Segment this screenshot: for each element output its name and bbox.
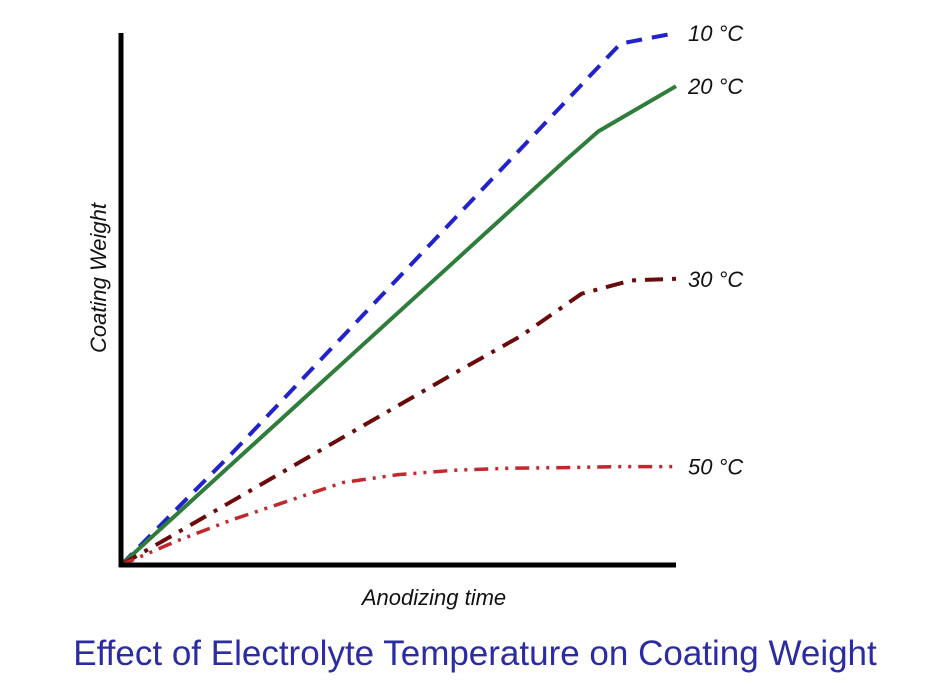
y-axis-title: Coating Weight [86, 202, 111, 353]
series-line-20-cc [119, 84, 678, 567]
series-label-20-cc: 20 °C [687, 74, 743, 99]
chart-title: Effect of Electrolyte Temperature on Coa… [73, 634, 877, 673]
x-axis-title: Anodizing time [360, 585, 506, 610]
series-label-30-cc: 30 °C [688, 267, 743, 292]
series-label-50-cc: 50 °C [688, 455, 743, 480]
series-label-layer: 10 °C 20 °C 30 °C 50 °C [687, 21, 743, 480]
series-line-10-cc [119, 31, 677, 567]
series-line-50-cc [120, 464, 676, 567]
series-layer [119, 31, 678, 567]
series-label-10-cc: 10 °C [688, 21, 743, 46]
series-line-30-cc [120, 276, 677, 567]
